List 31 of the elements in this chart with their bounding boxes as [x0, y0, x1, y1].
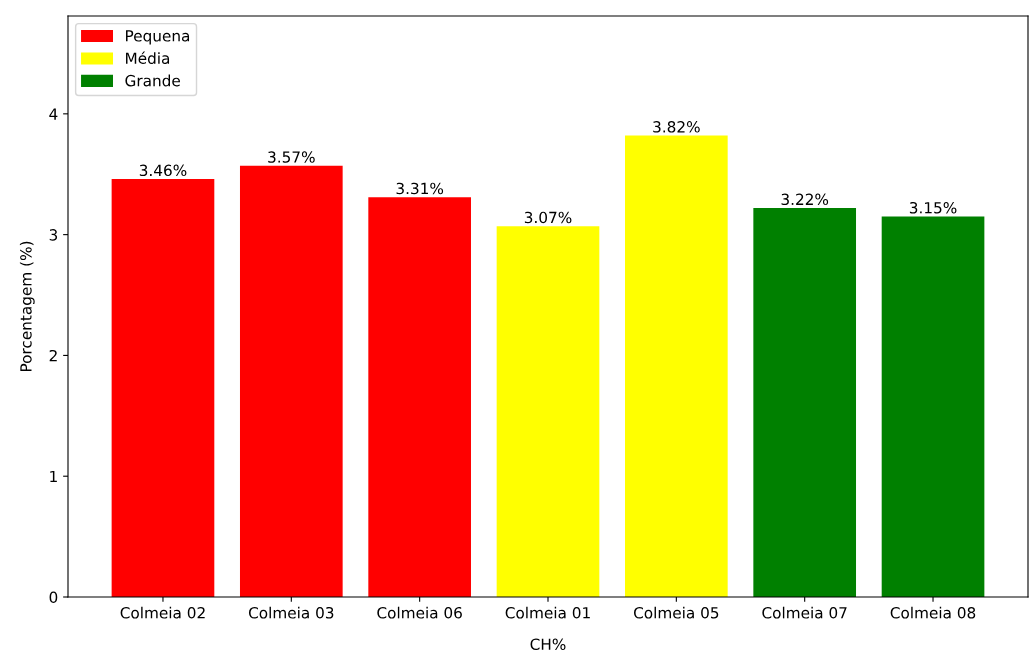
bar — [239, 165, 343, 597]
y-tick-label: 1 — [50, 470, 57, 483]
x-axis-title: CH% — [530, 638, 566, 650]
legend-label: Grande — [125, 74, 180, 87]
bar — [111, 179, 215, 597]
bar — [496, 226, 600, 597]
y-axis-title: Porcentagem (%) — [19, 241, 35, 372]
data-label: 3.07% — [524, 211, 572, 224]
data-label: 3.57% — [268, 151, 315, 163]
y-tick-label: 2 — [49, 349, 57, 362]
y-tick-label: 0 — [49, 591, 58, 604]
data-label: 3.31% — [396, 182, 444, 195]
data-label: 3.82% — [653, 121, 700, 133]
y-tick-label: 3 — [49, 229, 58, 241]
bar — [625, 135, 728, 597]
legend-label: Média — [126, 51, 170, 64]
x-tick-label: Colmeia 07 — [762, 606, 847, 619]
x-tick-label: Colmeia 05 — [633, 606, 719, 619]
x-tick-label: Colmeia 06 — [377, 606, 462, 619]
bar — [881, 216, 985, 597]
x-tick-label: Colmeia 02 — [120, 606, 205, 619]
bar — [368, 197, 471, 597]
data-label: 3.22% — [781, 193, 829, 206]
y-tick-label: 4 — [49, 108, 58, 120]
data-label: 3.15% — [909, 202, 957, 214]
x-tick-label: Colmeia 03 — [248, 606, 334, 619]
bar — [753, 208, 857, 597]
legend-label: Pequena — [126, 30, 190, 45]
data-label: 3.46% — [139, 164, 187, 177]
x-tick-label: Colmeia 08 — [890, 606, 976, 619]
x-tick-label: Colmeia 01 — [505, 606, 590, 619]
